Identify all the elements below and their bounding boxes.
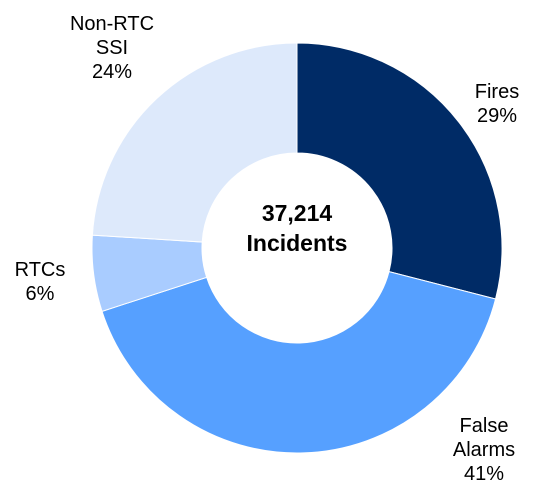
- donut-segment: [101, 271, 497, 454]
- category-label: Non-RTC SSI: [69, 13, 155, 59]
- donut-segment: [91, 42, 298, 243]
- value-label: 29%: [476, 105, 518, 127]
- segment-label: Non-RTC SSI 24%: [67, 12, 157, 84]
- category-label: Fires: [474, 81, 520, 103]
- center-total: 37,214: [261, 200, 333, 226]
- category-label: False Alarms: [452, 415, 516, 461]
- donut-segment: [296, 42, 503, 300]
- segment-label: RTCs 6%: [0, 258, 85, 306]
- segment-label: False Alarms 41%: [439, 414, 529, 486]
- center-caption: Incidents: [246, 230, 348, 256]
- segment-label: Fires 29%: [452, 80, 535, 128]
- value-label: 41%: [463, 463, 505, 485]
- value-label: 24%: [91, 61, 133, 83]
- value-label: 6%: [25, 283, 55, 305]
- category-label: RTCs: [14, 259, 66, 281]
